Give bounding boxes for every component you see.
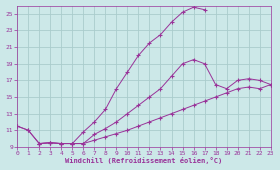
X-axis label: Windchill (Refroidissement éolien,°C): Windchill (Refroidissement éolien,°C)	[65, 157, 223, 164]
